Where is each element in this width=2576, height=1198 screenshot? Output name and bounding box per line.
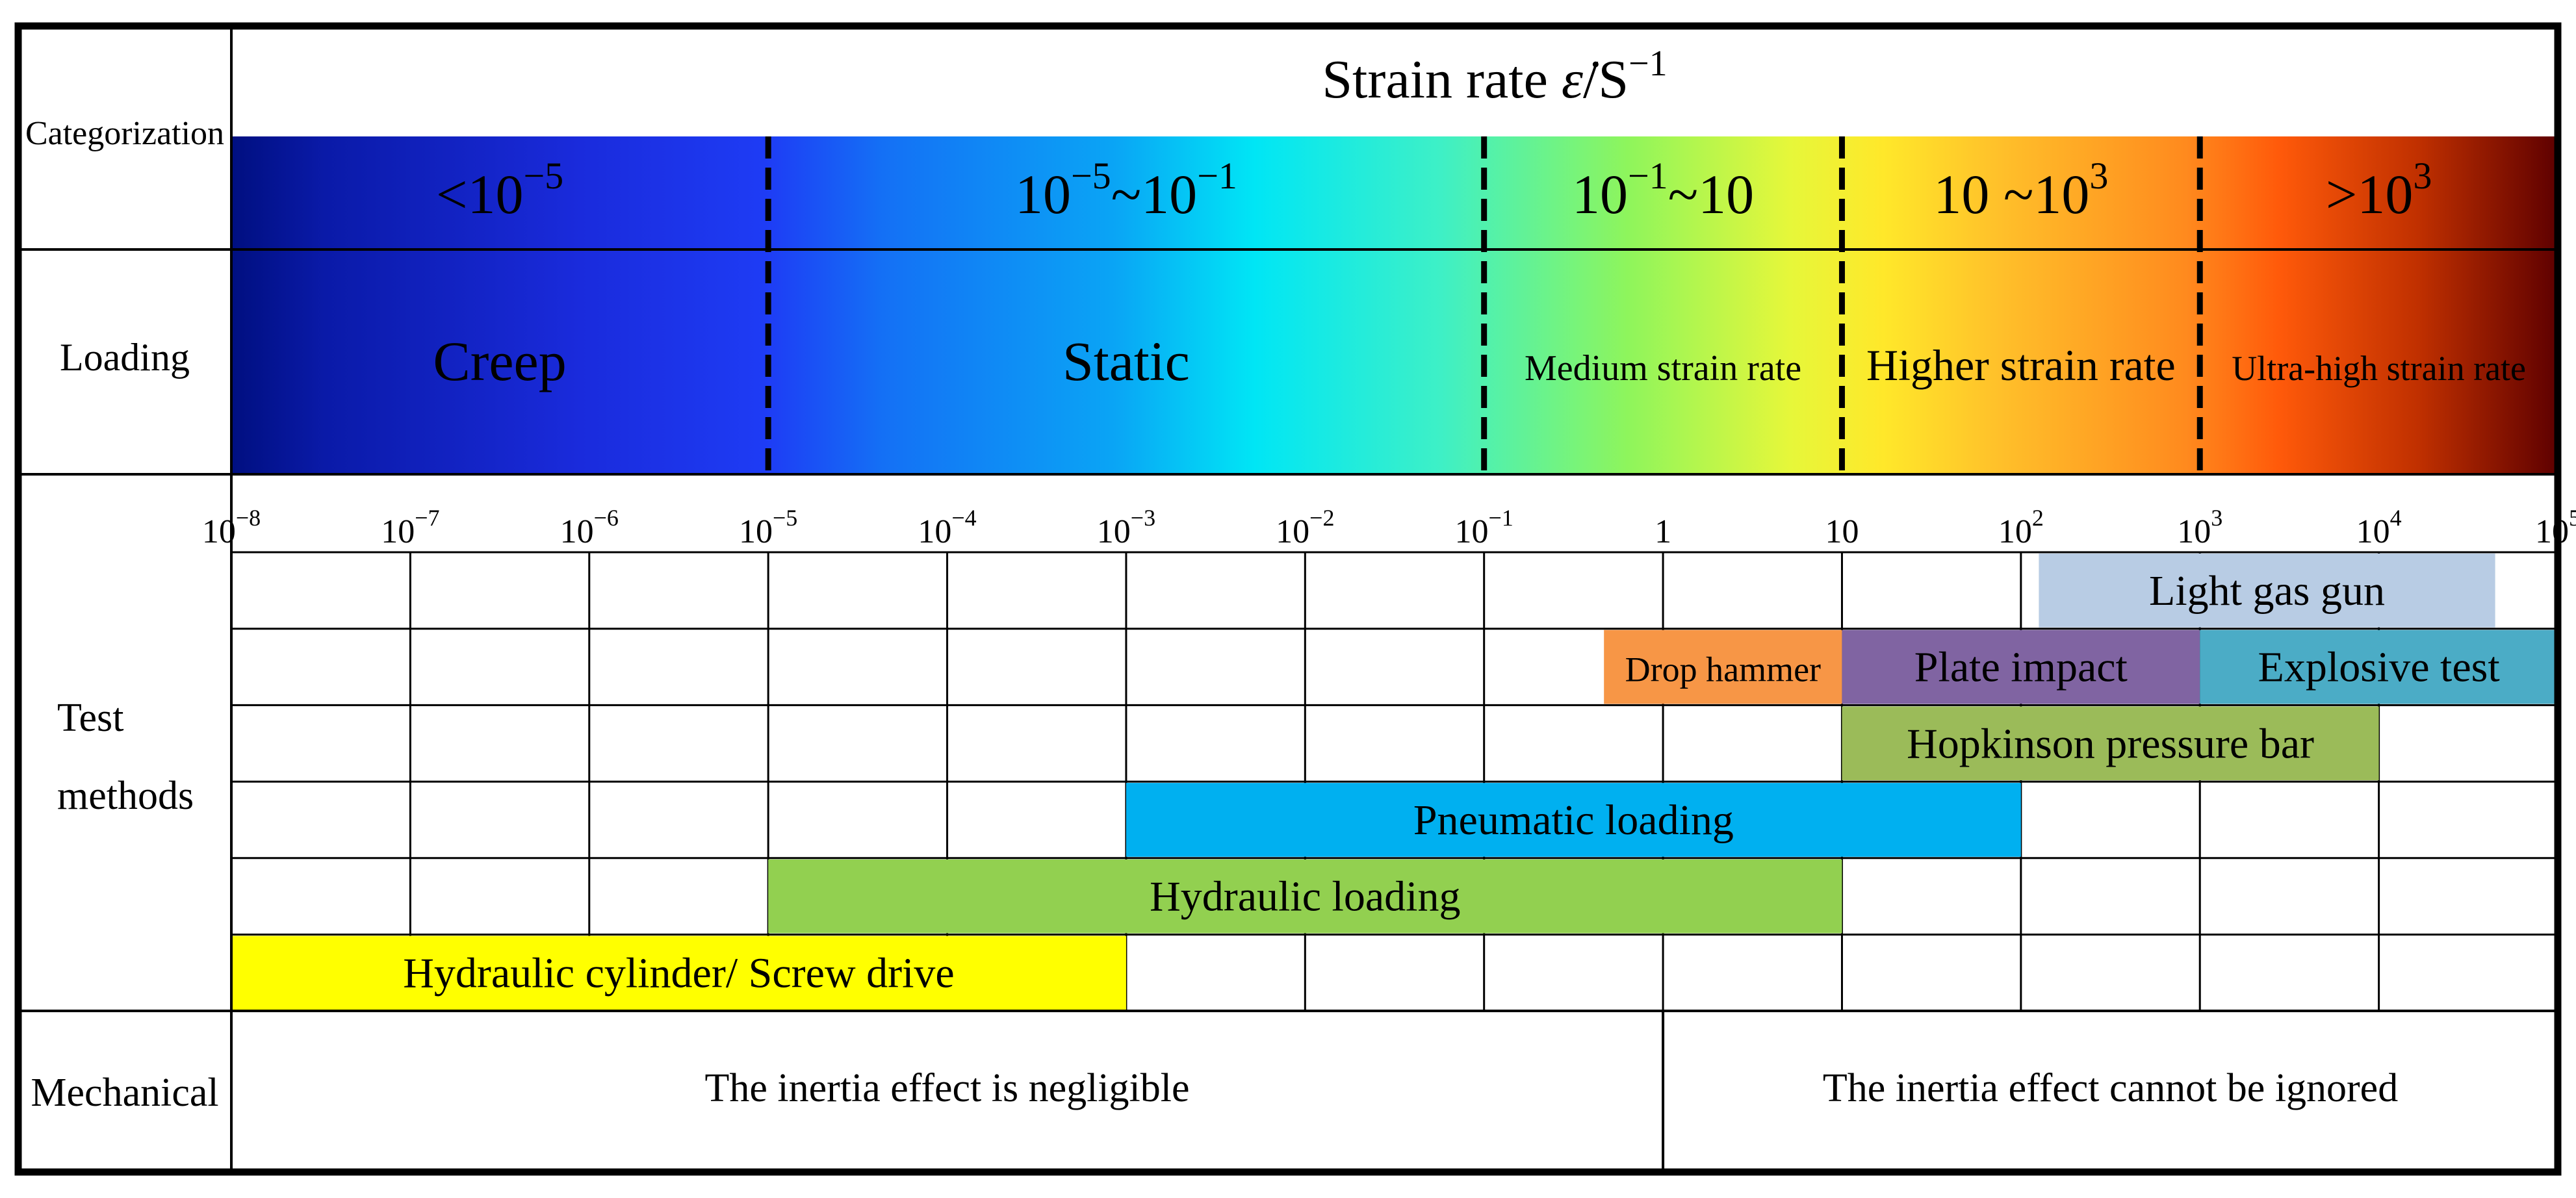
axis-tick-label: 102 — [1998, 505, 2044, 550]
category-label-4: >103 — [2326, 155, 2432, 225]
category-label-part: −5 — [1071, 155, 1111, 197]
category-label-part: 10 — [1572, 163, 1628, 225]
category-label-part: 10 — [1015, 163, 1071, 225]
tick-base: 10 — [560, 513, 594, 550]
tick-exponent: −3 — [1131, 505, 1155, 531]
title-unit: /S — [1583, 49, 1629, 110]
axis-tick-label: 10−5 — [739, 505, 797, 550]
method-label-explosive-test: Explosive test — [2258, 644, 2500, 691]
tick-exponent: −6 — [594, 505, 619, 531]
category-label-part: 3 — [2413, 155, 2432, 197]
loading-row: Creep Static Medium strain rate Higher stra… — [433, 136, 2526, 474]
tick-exponent: 4 — [2390, 505, 2402, 531]
method-label-hydraulic-cylinder-screw-drive: Hydraulic cylinder/ Screw drive — [403, 949, 955, 997]
tick-base: 10 — [2535, 513, 2569, 550]
axis-tick-label: 10 — [1825, 513, 1859, 550]
axis-tick-label: 10−7 — [381, 505, 439, 550]
tick-base: 1 — [1655, 513, 1671, 550]
axis-tick-label: 1 — [1655, 513, 1671, 550]
loading-higher-strain-rate: Higher strain rate — [1866, 340, 2176, 390]
category-label-part: −5 — [523, 155, 563, 197]
axis-tick-label: 10−4 — [918, 505, 976, 550]
tick-exponent: 2 — [2032, 505, 2044, 531]
strain-rate-title: Strain rate ε̇/S−1 — [1322, 44, 1667, 110]
tick-base: 10 — [918, 513, 951, 550]
method-bar-explosive-test — [2200, 630, 2558, 704]
category-label-part: −1 — [1197, 155, 1237, 197]
method-label-hydraulic-loading: Hydraulic loading — [1150, 873, 1460, 921]
mechanical-negligible: The inertia effect is negligible — [705, 1066, 1190, 1110]
tick-exponent: −1 — [1489, 505, 1513, 531]
tick-exponent: −5 — [773, 505, 797, 531]
tick-exponent: 5 — [2569, 505, 2576, 531]
tick-exponent: −8 — [236, 505, 261, 531]
loading-static: Static — [1063, 330, 1190, 392]
test-methods-grid — [231, 551, 2558, 1012]
category-label-1: 10−5~10−1 — [1015, 155, 1237, 225]
axis-tick-label: 10−1 — [1455, 505, 1513, 550]
category-label-0: <10−5 — [436, 155, 563, 225]
tick-base: 10 — [2356, 513, 2390, 550]
row-label-loading: Loading — [60, 336, 190, 379]
method-bar-light-gas-gun — [2039, 554, 2495, 628]
tick-base: 10 — [1097, 513, 1131, 550]
outer-border — [14, 22, 2562, 1176]
axis-tick-label: 10−3 — [1097, 505, 1155, 550]
loading-ultra-high-strain-rate: Ultra-high strain rate — [2232, 349, 2526, 388]
tick-base: 10 — [1276, 513, 1309, 550]
row-label-test-methods-2: methods — [57, 774, 194, 818]
strain-rate-axis: 10−8 10−7 10−6 10−5 10−4 10−3 10−2 10−1 1 10 102 10… — [202, 505, 2576, 550]
method-bar-hydraulic-cylinder-screw-drive — [231, 936, 1126, 1010]
axis-tick-label: 105 — [2535, 505, 2576, 550]
category-label-part: >10 — [2326, 163, 2414, 225]
tick-base: 10 — [1825, 513, 1859, 550]
category-label-2: 10−1~10 — [1572, 155, 1754, 225]
method-bar-pneumatic-loading — [1126, 783, 2021, 857]
tick-base: 10 — [739, 513, 773, 550]
method-bar-hydraulic-loading — [768, 859, 1842, 934]
category-label-3: 10 ~103 — [1933, 155, 2108, 225]
tick-exponent: 3 — [2211, 505, 2222, 531]
tick-base: 10 — [1998, 513, 2032, 550]
method-label-hopkinson-pressure-bar: Hopkinson pressure bar — [1907, 720, 2314, 767]
category-label-part: 10 ~10 — [1933, 163, 2089, 225]
category-label-part: 3 — [2089, 155, 2108, 197]
row-label-test-methods-1: Test — [57, 696, 123, 740]
mechanical-not-ignorable: The inertia effect cannot be ignored — [1823, 1066, 2398, 1110]
category-label-part: ~10 — [1668, 163, 1755, 225]
categorization-row: <10−5 10−5~10−1 10−1~10 10 ~103 >103 — [436, 155, 2432, 225]
tick-exponent: −2 — [1309, 505, 1334, 531]
loading-medium-strain-rate: Medium strain rate — [1525, 348, 1801, 389]
axis-tick-label: 103 — [2177, 505, 2222, 550]
method-label-drop-hammer: Drop hammer — [1625, 650, 1821, 689]
title-prefix: Strain rate — [1322, 49, 1562, 110]
test-methods-bars: Light gas gun Drop hammer Plate impact Expl… — [231, 554, 2558, 1010]
title-unit-exp: −1 — [1629, 44, 1668, 84]
method-bar-drop-hammer — [1604, 630, 1842, 704]
tick-base: 10 — [1455, 513, 1489, 550]
loading-creep: Creep — [433, 330, 566, 392]
categorization-gradient-band — [231, 136, 2558, 474]
category-label-part: ~10 — [1111, 163, 1198, 225]
method-bar-plate-impact — [1842, 630, 2200, 704]
tick-exponent: −7 — [415, 505, 439, 531]
axis-tick-label: 10−6 — [560, 505, 619, 550]
method-label-plate-impact: Plate impact — [1914, 644, 2128, 691]
tick-base: 10 — [381, 513, 415, 550]
method-label-light-gas-gun: Light gas gun — [2149, 567, 2385, 615]
axis-tick-label: 10−2 — [1276, 505, 1334, 550]
tick-base: 10 — [2177, 513, 2211, 550]
category-label-part: −1 — [1628, 155, 1668, 197]
method-label-pneumatic-loading: Pneumatic loading — [1413, 797, 1734, 844]
row-label-mechanical: Mechanical — [31, 1071, 218, 1115]
row-label-categorization: Categorization — [25, 115, 224, 152]
method-bar-hopkinson-pressure-bar — [1842, 706, 2379, 781]
axis-tick-label: 104 — [2356, 505, 2402, 550]
category-label-part: <10 — [436, 163, 524, 225]
tick-exponent: −4 — [951, 505, 976, 531]
